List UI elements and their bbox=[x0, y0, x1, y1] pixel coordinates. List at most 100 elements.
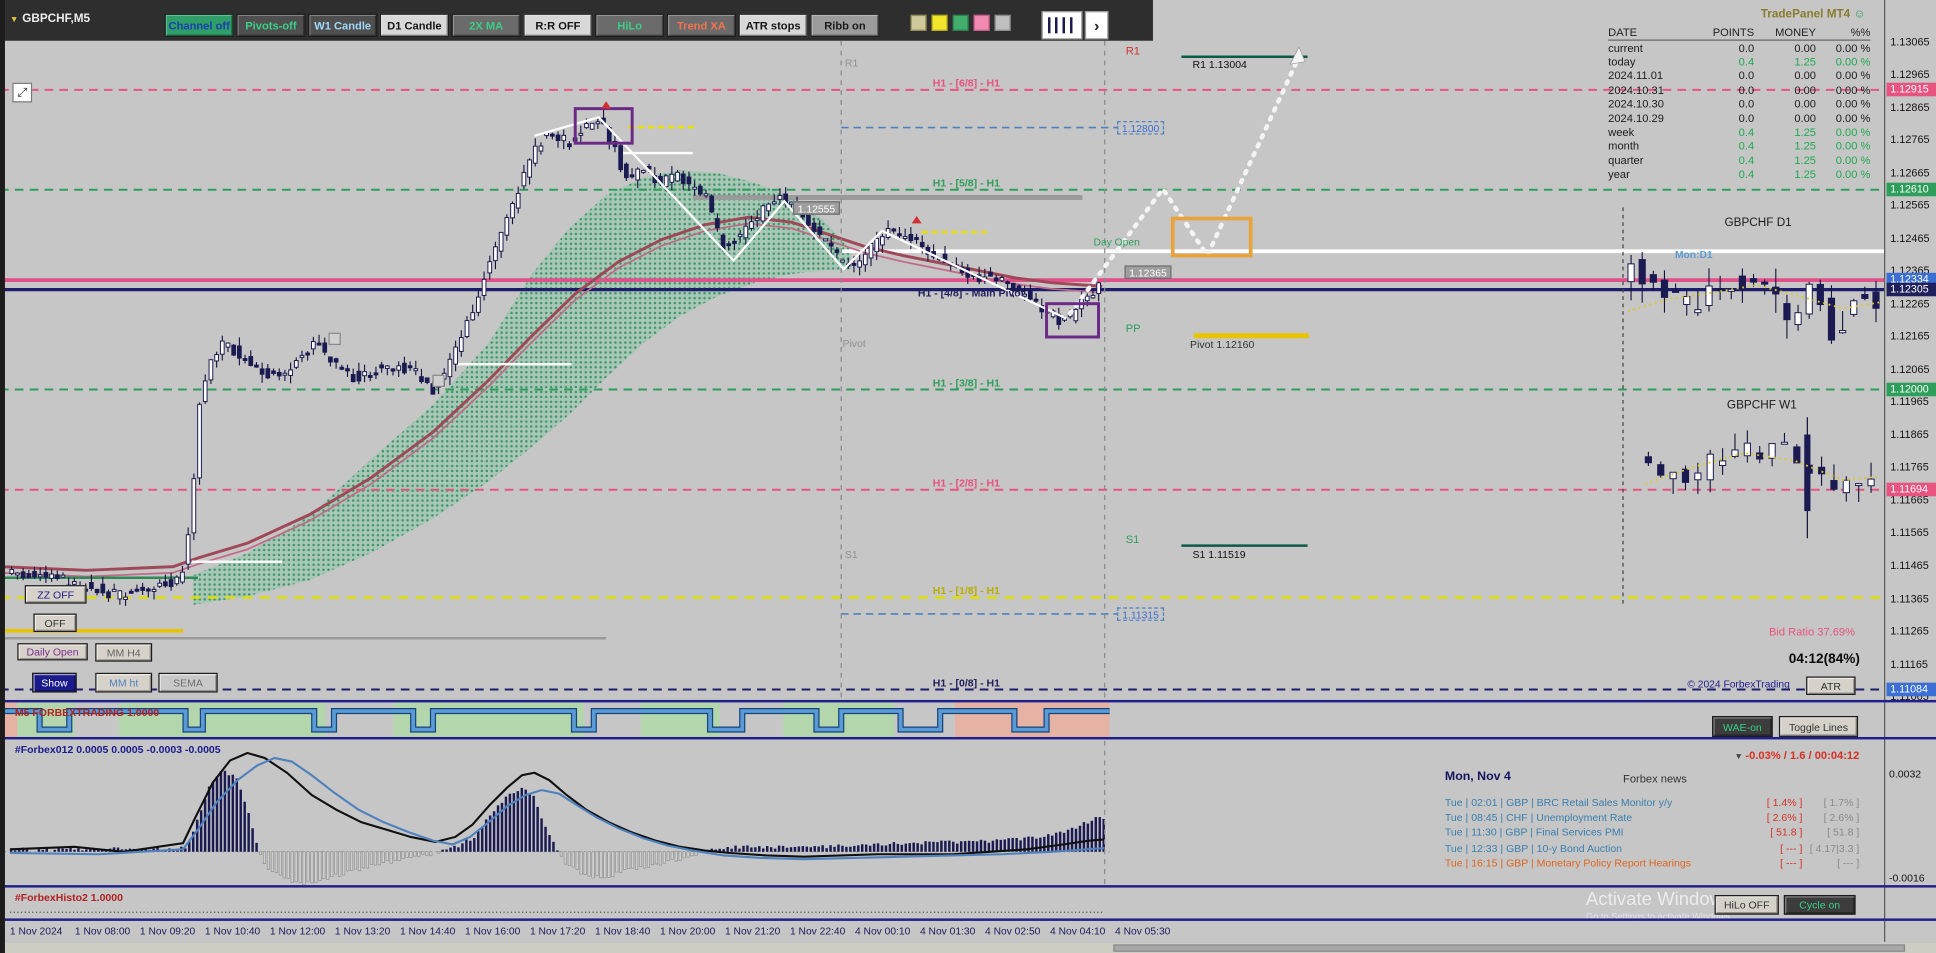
daily-open-button[interactable]: Daily Open bbox=[17, 643, 88, 661]
tradepanel-points-cell: 0.0 bbox=[1738, 69, 1755, 83]
h1-level-label: H1 - [0/8] - H1 bbox=[932, 675, 1000, 689]
mm-ht-button[interactable]: MM ht bbox=[95, 672, 153, 693]
expand-chart-icon[interactable]: ⤢ bbox=[12, 82, 33, 103]
toolbar-button[interactable]: W1 Candle bbox=[308, 13, 378, 38]
window-separator[interactable] bbox=[0, 918, 1936, 921]
tradepanel-pct-cell: 0.00 % bbox=[1835, 140, 1871, 153]
window-separator[interactable] bbox=[0, 885, 1936, 888]
time-axis-label: 4 Nov 04:10 bbox=[1050, 924, 1106, 937]
tradepanel-money-cell: 0.00 bbox=[1794, 111, 1817, 125]
r1-ghost-label: R1 bbox=[844, 56, 859, 70]
news-row[interactable]: Tue | 02:01 | GBP | BRC Retail Sales Mon… bbox=[1445, 795, 1859, 810]
window-separator[interactable] bbox=[0, 736, 1936, 740]
tradepanel-row: year 0.4 1.25 0.00 % bbox=[1608, 167, 1870, 181]
toolbar-button[interactable]: 2X MA bbox=[451, 13, 521, 38]
toolbar-button[interactable]: Ribb on bbox=[810, 13, 880, 38]
time-axis-label: 1 Nov 10:40 bbox=[204, 924, 261, 937]
tradepanel-date-cell: month bbox=[1608, 140, 1640, 153]
price-scale-label: 1.11565 bbox=[1890, 526, 1929, 539]
tradepanel-row: 2024.10.29 0.0 0.00 0.00 % bbox=[1608, 111, 1870, 125]
off-button[interactable]: OFF bbox=[33, 613, 77, 633]
sub3-indicator-label: #ForbexHisto2 1.0000 bbox=[14, 891, 123, 904]
color-swatch[interactable] bbox=[952, 14, 969, 31]
toolbar-button[interactable]: ATR stops bbox=[738, 13, 808, 38]
dropdown-icon: ▼ bbox=[9, 16, 19, 25]
time-axis-label: 1 Nov 16:00 bbox=[464, 924, 521, 937]
scroll-right-button[interactable]: › bbox=[1084, 11, 1109, 40]
price-scale-label: 1.12465 bbox=[1890, 231, 1930, 245]
zz-toggle-button[interactable]: ZZ OFF bbox=[24, 585, 87, 604]
price-tag-12800: 1.12800 bbox=[1117, 120, 1165, 134]
time-axis[interactable]: 1 Nov 2024 1 Nov 08:00 1 Nov 09:20 1 Nov 10… bbox=[0, 920, 1936, 942]
price-scale-label: 1.12965 bbox=[1890, 67, 1930, 81]
tradepanel-date-cell: today bbox=[1608, 55, 1636, 68]
tradepanel-date-cell: year bbox=[1608, 168, 1630, 181]
sub1-indicator-label: M5 FORBEXTRADING 1.0000 bbox=[14, 706, 160, 719]
hilo-off-button[interactable]: HiLo OFF bbox=[1714, 894, 1779, 915]
news-row[interactable]: Tue | 16:15 | GBP | Monetary Policy Repo… bbox=[1445, 855, 1859, 870]
show-button[interactable]: Show bbox=[32, 672, 77, 693]
w1-mini-title: GBPCHF W1 bbox=[1726, 398, 1797, 413]
main-chart-canvas[interactable] bbox=[0, 0, 1885, 702]
tradepanel-pct-cell: 0.00 % bbox=[1835, 168, 1871, 181]
candle-countdown-label: 04:12(84%) bbox=[1788, 651, 1860, 667]
color-swatch[interactable] bbox=[973, 14, 990, 31]
toolbar-button[interactable]: Pivots-off bbox=[236, 13, 306, 38]
candle-pattern-button[interactable] bbox=[1041, 11, 1083, 40]
tradepanel-row: week 0.4 1.25 0.00 % bbox=[1608, 125, 1870, 139]
tradepanel-money-cell: 0.00 bbox=[1794, 69, 1817, 83]
atr-button[interactable]: ATR bbox=[1806, 676, 1856, 696]
tradepanel-row: quarter 0.4 1.25 0.00 % bbox=[1608, 153, 1870, 167]
toolbar-button[interactable]: Trend XA bbox=[666, 13, 737, 38]
news-row[interactable]: Tue | 08:45 | CHF | Unemployment Rate [ … bbox=[1445, 810, 1859, 825]
tradepanel-points-cell: 0.4 bbox=[1738, 140, 1755, 153]
tradepanel-pct-cell: 0.00 % bbox=[1835, 125, 1871, 139]
cycle-on-button[interactable]: Cycle on bbox=[1783, 894, 1856, 915]
tradepanel-row: current 0.0 0.00 0.00 % bbox=[1608, 41, 1870, 55]
toolbar-button[interactable]: Channel off bbox=[164, 13, 234, 38]
horizontal-scrollbar[interactable] bbox=[0, 943, 1936, 953]
time-axis-label: 1 Nov 08:00 bbox=[74, 924, 131, 937]
time-axis-label: 1 Nov 14:40 bbox=[399, 924, 456, 937]
s1-ghost-label: S1 bbox=[844, 548, 858, 561]
symbol-selector[interactable]: ▼ GBPCHF,M5 bbox=[10, 12, 90, 26]
price-scale-label: 1.12265 bbox=[1890, 297, 1930, 310]
bid-ratio-label: Bid Ratio 37.69% bbox=[1768, 625, 1856, 639]
tradepanel-pct-cell: 0.00 % bbox=[1835, 111, 1871, 125]
toolbar-button[interactable]: D1 Candle bbox=[379, 13, 450, 38]
news-panel: ▼ -0.03% / 1.6 / 00:04:12 Mon, Nov 4 Forb… bbox=[1435, 741, 1862, 887]
window-separator[interactable] bbox=[0, 699, 1936, 703]
toolbar-button[interactable]: HiLo bbox=[595, 13, 665, 38]
indicator-window-forbextrading: M5 FORBEXTRADING 1.0000 WAE-on Toggle Li… bbox=[0, 702, 1884, 739]
candle-bars-icon bbox=[1047, 17, 1077, 34]
tradepanel-pct-cell: 0.00 % bbox=[1835, 55, 1871, 68]
price-scale[interactable]: 1.13065 1.12965 1.12865 1.12765 1.12665 1.125… bbox=[1884, 0, 1936, 942]
time-axis-label: 1 Nov 09:20 bbox=[139, 924, 196, 937]
price-scale-label: 1.11865 bbox=[1890, 428, 1929, 441]
toggle-lines-button[interactable]: Toggle Lines bbox=[1778, 715, 1859, 737]
mm-h4-button[interactable]: MM H4 bbox=[95, 643, 153, 662]
indicator-scale-top: 0.0032 bbox=[1888, 767, 1922, 781]
color-swatch[interactable] bbox=[910, 14, 927, 31]
news-row[interactable]: Tue | 11:30 | GBP | Final Services PMI [… bbox=[1445, 825, 1859, 840]
r1-label: R1 bbox=[1125, 44, 1140, 57]
news-row[interactable]: Tue | 12:33 | GBP | 10-y Bond Auction [ … bbox=[1445, 840, 1859, 855]
color-swatch[interactable] bbox=[931, 14, 948, 31]
top-toolbar: ▼ GBPCHF,M5 Channel off Pivots-off W1 Candl… bbox=[0, 0, 1153, 41]
sema-button[interactable]: SEMA bbox=[158, 672, 218, 693]
scrollbar-thumb[interactable] bbox=[1113, 944, 1906, 952]
tradepanel-points-cell: 0.0 bbox=[1738, 111, 1755, 125]
color-swatch[interactable] bbox=[994, 14, 1011, 31]
tradepanel-points-cell: 0.4 bbox=[1738, 125, 1755, 139]
tradepanel-date-cell: 2024.10.29 bbox=[1608, 111, 1664, 125]
wae-toggle-button[interactable]: WAE-on bbox=[1712, 715, 1773, 737]
news-forecast-value: [ 51.8 ] bbox=[1827, 826, 1860, 839]
tradepanel-points-cell: 0.0 bbox=[1738, 41, 1755, 54]
tradepanel-points-cell: 0.4 bbox=[1738, 154, 1755, 167]
tradepanel-pct-cell: 0.00 % bbox=[1835, 69, 1871, 83]
toolbar-button[interactable]: R:R OFF bbox=[523, 13, 593, 38]
h1-level-label: H1 - [5/8] - H1 bbox=[932, 176, 1000, 189]
news-forecast-value: [ 4.17|3.3 ] bbox=[1809, 841, 1860, 854]
tradepanel: TradePanel MT4 ☺ DATE POINTS MONEY %% cu… bbox=[1608, 7, 1871, 181]
news-event-text: Tue | 12:33 | GBP | 10-y Bond Auction bbox=[1444, 841, 1623, 854]
